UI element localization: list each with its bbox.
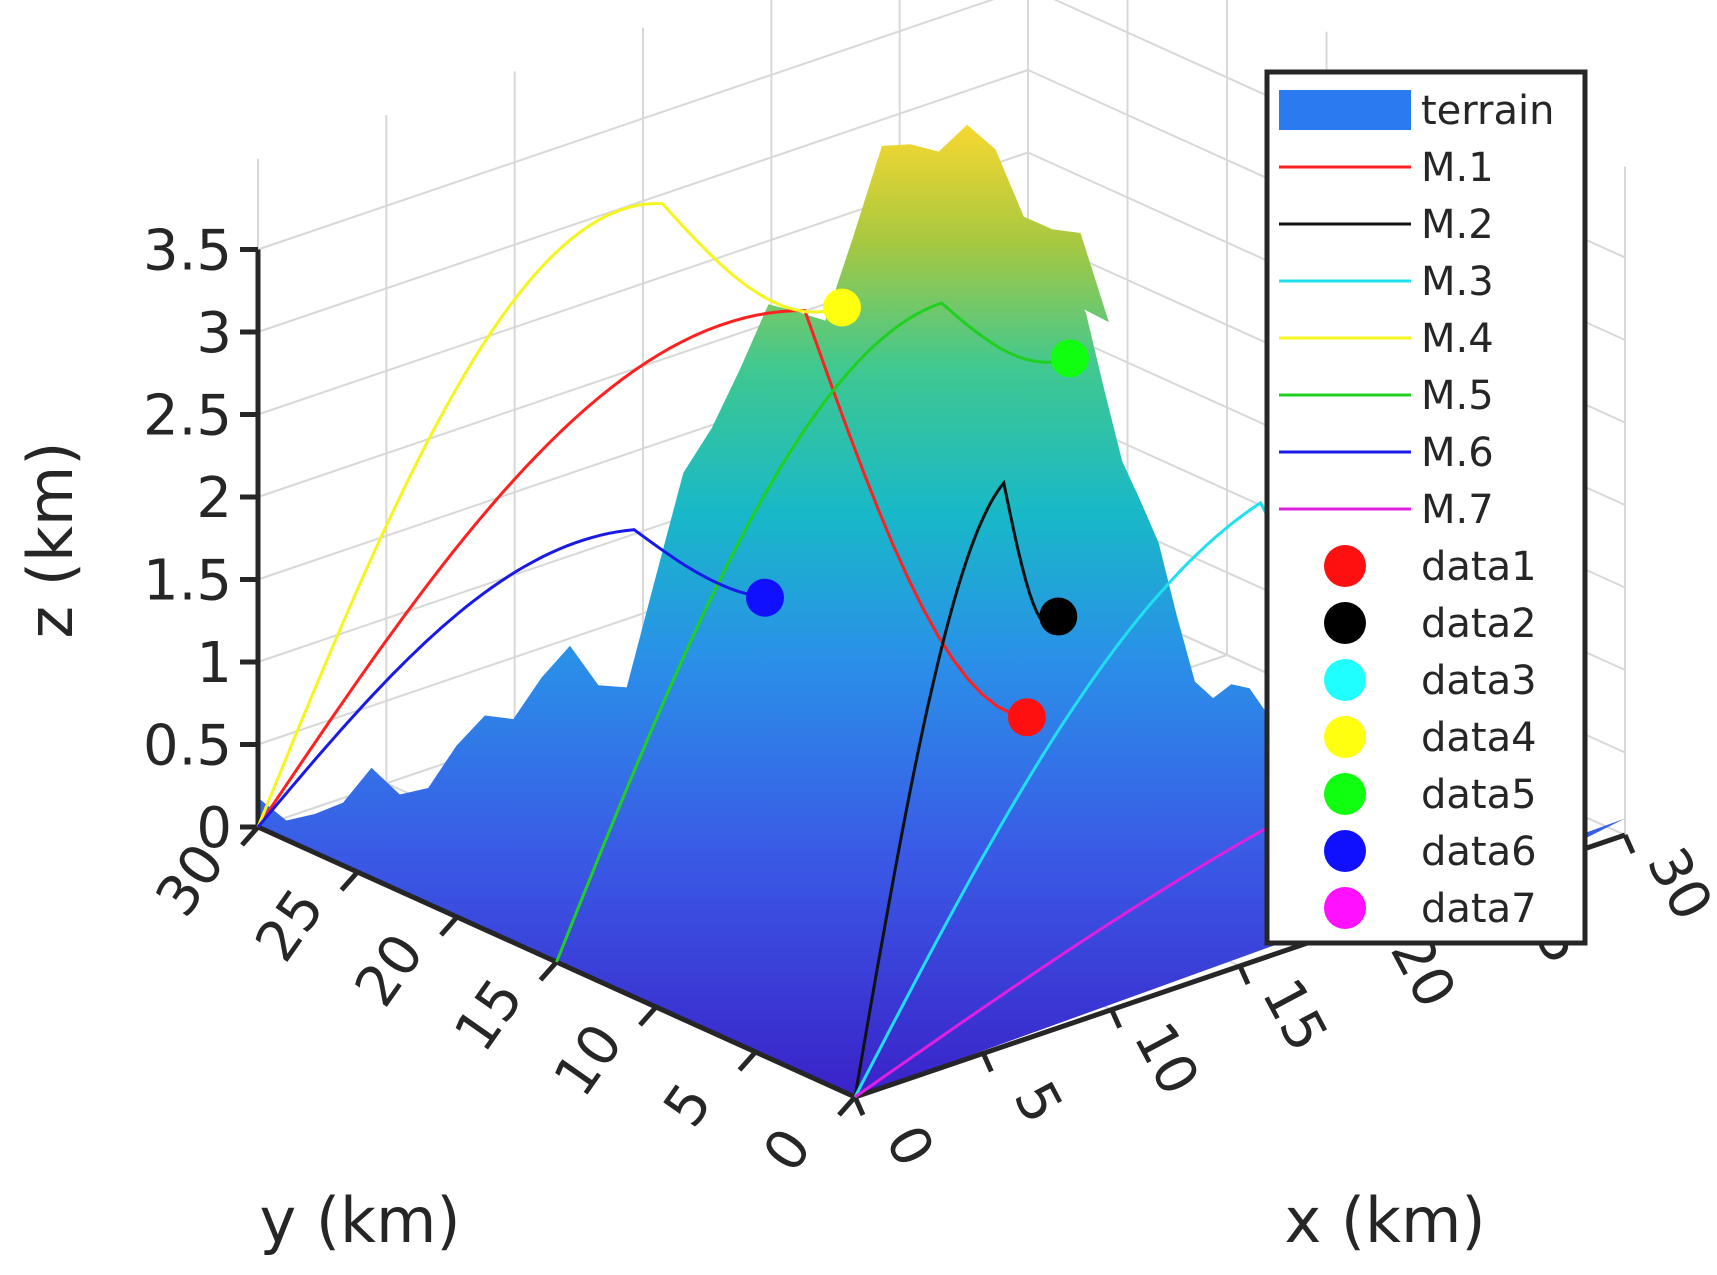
marker-data1: [1007, 698, 1046, 737]
legend-swatch-data3: [1324, 659, 1366, 701]
x-tick-mark: [1622, 833, 1636, 855]
x-tick-label: 30: [1634, 838, 1717, 931]
y-tick-label: 15: [442, 968, 536, 1064]
legend-swatch-data5: [1324, 773, 1366, 815]
marker-data2: [1039, 597, 1078, 636]
marker-data6: [746, 578, 784, 617]
z-tick-label: 3: [196, 301, 232, 366]
marker-data4: [823, 288, 861, 327]
legend-label-data5: data5: [1421, 772, 1537, 818]
y-tick-mark: [737, 1050, 758, 1072]
legend-label-data6: data6: [1421, 829, 1537, 875]
z-axis-title: z (km): [14, 442, 87, 639]
legend-swatch-terrain: [1279, 90, 1411, 130]
z-tick-label: 0: [196, 796, 232, 861]
series-line-M.5: [555, 301, 1071, 963]
z-tick-label: 3.5: [143, 219, 232, 284]
y-tick-mark: [538, 960, 559, 982]
y-axis-title: y (km): [259, 1184, 460, 1257]
legend-label-data4: data4: [1421, 715, 1537, 761]
legend-label-M.6: M.6: [1421, 430, 1494, 476]
x-tick-label: 5: [1001, 1072, 1075, 1134]
y-tick-mark: [240, 825, 260, 847]
legend: terrain M.1 M.2 M.3 M.4 M.5 M.6 M.7 data1 data2 da…: [1264, 69, 1588, 946]
legend-label-data1: data1: [1421, 544, 1537, 590]
series-line-M.2: [853, 479, 1060, 1098]
legend-label-data2: data2: [1421, 601, 1537, 647]
marker-data5: [1050, 339, 1089, 378]
legend-label-data3: data3: [1421, 658, 1537, 704]
y-tick-mark: [638, 1005, 658, 1027]
legend-label-M.2: M.2: [1421, 202, 1494, 248]
series-line-M.4: [256, 202, 843, 828]
axes: 05101520253005101520253000.511.522.533.5: [143, 219, 1717, 1184]
x-tick-mark: [1237, 964, 1251, 986]
legend-label-M.1: M.1: [1421, 145, 1494, 191]
z-tick-label: 2.5: [143, 384, 232, 449]
legend-label-M.4: M.4: [1421, 316, 1494, 362]
legend-swatch-data6: [1324, 830, 1366, 872]
legend-swatch-data4: [1324, 716, 1366, 758]
z-tick-label: 1: [196, 631, 232, 696]
x-tick-label: 0: [872, 1115, 946, 1177]
y-tick-label: 5: [652, 1072, 726, 1138]
legend-swatch-data2: [1324, 602, 1366, 644]
y-tick-label: 0: [751, 1117, 825, 1183]
grid-line: [257, 69, 1029, 333]
y-tick-label: 10: [542, 1013, 636, 1109]
x-tick-mark: [981, 1052, 994, 1073]
y-tick-label: 20: [343, 923, 437, 1019]
z-tick-label: 0.5: [143, 714, 232, 779]
y-tick-label: 25: [243, 878, 337, 974]
legend-swatch-data7: [1324, 887, 1366, 929]
legend-label-data7: data7: [1421, 886, 1537, 932]
y-tick-mark: [339, 870, 360, 892]
legend-label-M.5: M.5: [1421, 373, 1494, 419]
legend-swatch-data1: [1324, 545, 1366, 587]
x-tick-label: 10: [1121, 1012, 1212, 1105]
z-tick-label: 1.5: [143, 549, 232, 614]
legend-label-M.3: M.3: [1421, 259, 1494, 305]
series-line-M.1: [256, 308, 1028, 828]
y-tick-mark: [439, 915, 459, 937]
legend-label-terrain: terrain: [1421, 88, 1554, 134]
grid-line: [257, 0, 995, 251]
legend-label-M.7: M.7: [1421, 487, 1494, 533]
series-line-M.6: [256, 528, 766, 828]
x-tick-label: 15: [1249, 969, 1340, 1062]
y-tick-mark: [837, 1095, 857, 1117]
x-tick-mark: [852, 1095, 866, 1117]
x-axis-title: x (km): [1284, 1184, 1485, 1257]
z-tick-label: 2: [196, 466, 232, 531]
x-tick-mark: [1109, 1008, 1122, 1029]
